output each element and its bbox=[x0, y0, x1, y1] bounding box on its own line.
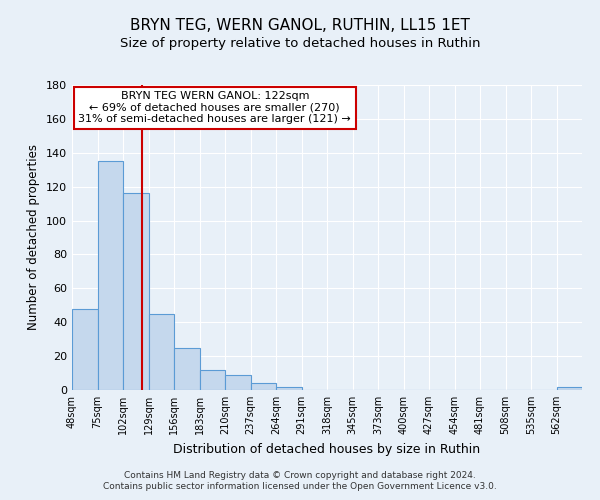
Bar bbox=[199, 370, 225, 390]
Text: Contains public sector information licensed under the Open Government Licence v3: Contains public sector information licen… bbox=[103, 482, 497, 491]
Text: Size of property relative to detached houses in Ruthin: Size of property relative to detached ho… bbox=[120, 38, 480, 51]
Bar bbox=[557, 386, 582, 390]
Bar bbox=[97, 161, 123, 390]
Bar bbox=[149, 314, 174, 390]
Bar bbox=[225, 375, 251, 390]
Bar bbox=[276, 386, 302, 390]
X-axis label: Distribution of detached houses by size in Ruthin: Distribution of detached houses by size … bbox=[173, 442, 481, 456]
Text: BRYN TEG, WERN GANOL, RUTHIN, LL15 1ET: BRYN TEG, WERN GANOL, RUTHIN, LL15 1ET bbox=[130, 18, 470, 32]
Text: BRYN TEG WERN GANOL: 122sqm
← 69% of detached houses are smaller (270)
31% of se: BRYN TEG WERN GANOL: 122sqm ← 69% of det… bbox=[79, 91, 351, 124]
Bar bbox=[123, 194, 149, 390]
Bar bbox=[72, 308, 97, 390]
Text: Contains HM Land Registry data © Crown copyright and database right 2024.: Contains HM Land Registry data © Crown c… bbox=[124, 470, 476, 480]
Bar bbox=[251, 383, 276, 390]
Bar bbox=[174, 348, 199, 390]
Y-axis label: Number of detached properties: Number of detached properties bbox=[28, 144, 40, 330]
